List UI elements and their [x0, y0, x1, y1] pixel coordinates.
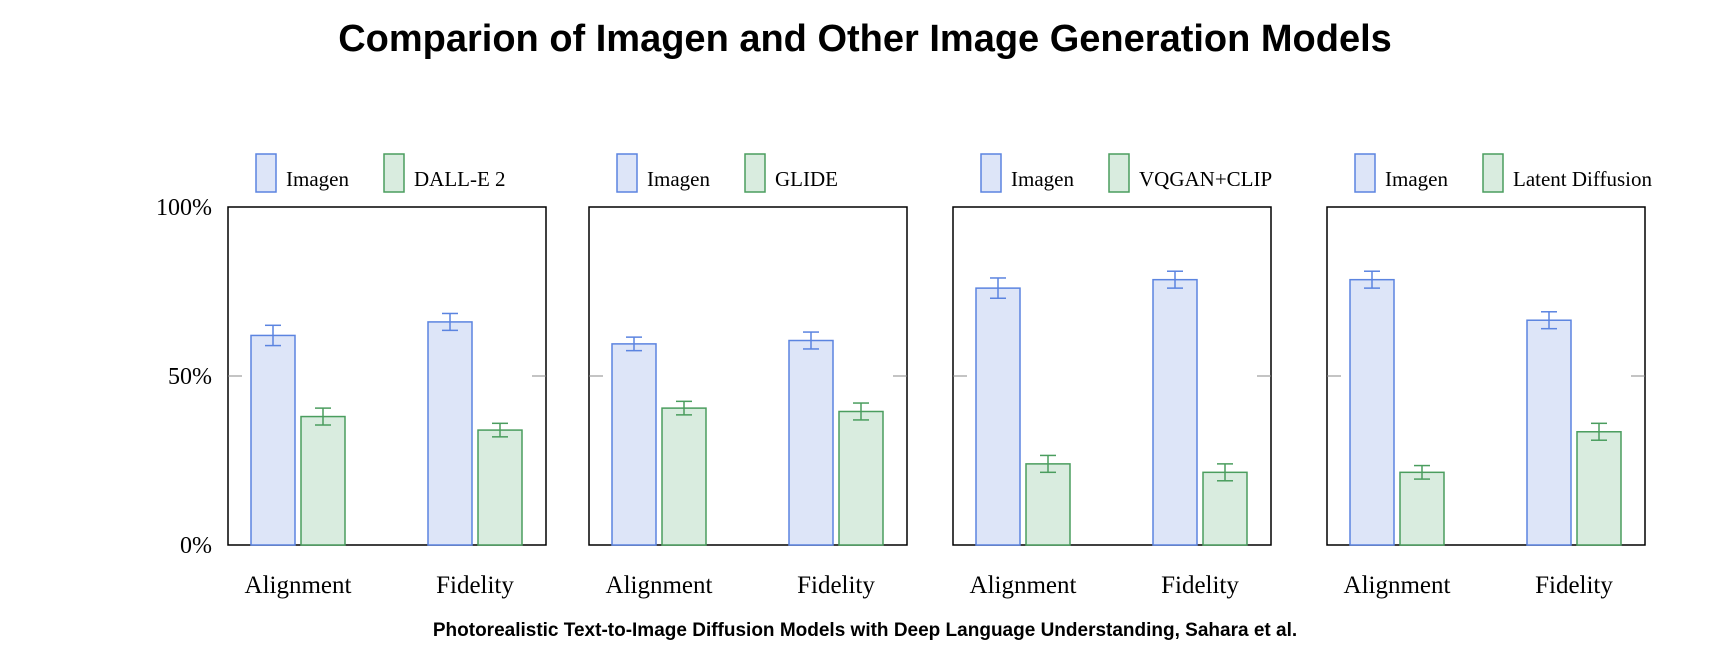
legend-label: DALL-E 2: [414, 167, 506, 191]
error-bar: [1364, 270, 1380, 289]
y-tick-label: 0%: [180, 533, 212, 559]
legend-swatch: [255, 153, 277, 193]
chart-panel-1: Alignment Fidelity Imagen DALL-E 2: [227, 153, 547, 599]
legend: Imagen VQGAN+CLIP: [980, 153, 1272, 193]
bar-imagen-fidelity: [427, 321, 473, 546]
error-bar: [853, 402, 869, 421]
error-bar: [1591, 422, 1607, 441]
error-bar: [990, 277, 1006, 300]
legend-label: Imagen: [1385, 167, 1448, 191]
error-bar: [492, 422, 508, 438]
x-tick-label: Alignment: [606, 572, 713, 599]
error-bar: [265, 324, 281, 347]
bar-imagen-fidelity: [1152, 278, 1198, 546]
legend-swatch: [616, 153, 638, 193]
bar-imagen-alignment: [975, 287, 1021, 546]
bar-imagen-alignment: [1349, 278, 1395, 546]
chart-panel-4: Alignment Fidelity Imagen Latent Diffusion: [1326, 153, 1653, 599]
legend-label: Latent Diffusion: [1513, 167, 1653, 191]
bar-imagen-fidelity: [788, 339, 834, 546]
bar-vqgan-clip-fidelity: [1202, 471, 1248, 546]
legend: Imagen Latent Diffusion: [1354, 153, 1653, 193]
x-tick-label: Fidelity: [797, 572, 875, 599]
bar-vqgan-clip-alignment: [1025, 463, 1071, 546]
x-tick-label: Alignment: [970, 572, 1077, 599]
legend-label: Imagen: [1011, 167, 1074, 191]
legend-swatch: [1482, 153, 1504, 193]
error-bar: [442, 312, 458, 332]
bar-imagen-alignment: [611, 343, 657, 546]
error-bar: [676, 400, 692, 416]
bar-latent-diffusion-fidelity: [1576, 431, 1622, 546]
x-tick-label: Fidelity: [436, 572, 514, 599]
error-bar: [1040, 454, 1056, 474]
chart-panel-3: Alignment Fidelity Imagen VQGAN+CLIP: [952, 153, 1272, 599]
bar-dall-e-2-alignment: [300, 415, 346, 546]
legend-label: Imagen: [647, 167, 710, 191]
legend-swatch: [1108, 153, 1130, 193]
y-tick-label: 100%: [156, 195, 212, 221]
bar-glide-fidelity: [838, 410, 884, 546]
bar-imagen-fidelity: [1526, 319, 1572, 546]
legend: Imagen DALL-E 2: [255, 153, 506, 193]
bar-imagen-alignment: [250, 334, 296, 546]
x-tick-label: Alignment: [245, 572, 352, 599]
x-tick-label: Fidelity: [1161, 572, 1239, 599]
error-bar: [1217, 463, 1233, 482]
x-tick-label: Alignment: [1344, 572, 1451, 599]
chart-title: Comparion of Imagen and Other Image Gene…: [338, 18, 1392, 60]
chart-caption: Photorealistic Text-to-Image Diffusion M…: [432, 620, 1298, 641]
bar-dall-e-2-fidelity: [477, 429, 523, 546]
legend: Imagen GLIDE: [616, 153, 838, 193]
legend-swatch: [383, 153, 405, 193]
legend-swatch: [1354, 153, 1376, 193]
chart-panel-2: Alignment Fidelity Imagen GLIDE: [588, 153, 908, 599]
legend-label: VQGAN+CLIP: [1139, 167, 1272, 191]
legend-label: GLIDE: [775, 167, 838, 191]
error-bar: [315, 407, 331, 426]
error-bar: [803, 331, 819, 350]
legend-label: Imagen: [286, 167, 349, 191]
bar-glide-alignment: [661, 407, 707, 546]
error-bar: [1414, 464, 1430, 480]
error-bar: [626, 336, 642, 352]
error-bar: [1541, 311, 1557, 330]
x-tick-label: Fidelity: [1535, 572, 1613, 599]
bar-latent-diffusion-alignment: [1399, 471, 1445, 546]
error-bar: [1167, 270, 1183, 289]
legend-swatch: [980, 153, 1002, 193]
y-tick-label: 50%: [168, 364, 212, 390]
y-axis-labels: 0% 50% 100%: [156, 195, 212, 559]
legend-swatch: [744, 153, 766, 193]
